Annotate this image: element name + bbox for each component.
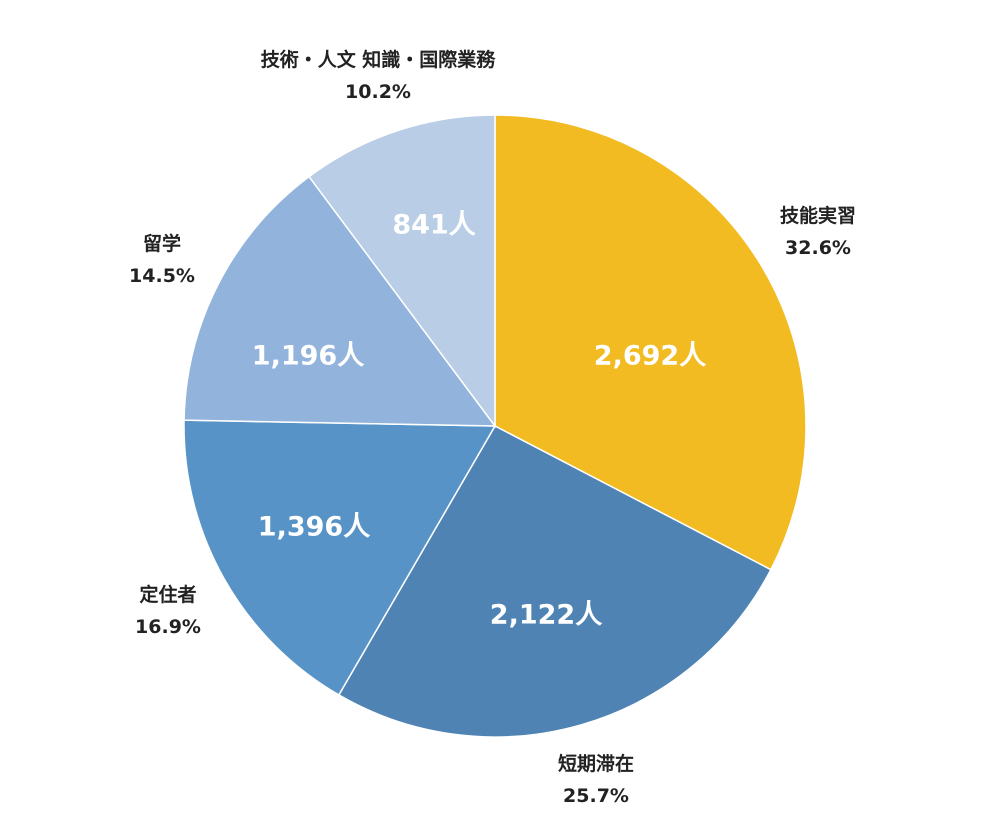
slice-percent-label: 10.2% (345, 81, 411, 103)
slice-percent-label: 32.6% (785, 237, 851, 259)
slice-value-label: 841人 (392, 210, 475, 241)
pie-slices (183, 114, 807, 738)
slice-percent-label: 25.7% (563, 785, 629, 807)
pie-slice (183, 175, 497, 427)
slice-category-label: 技能実習 (780, 204, 856, 227)
pie-value-labels: 2,692人 2,122人 1,396人 1,196人 841人 (252, 210, 706, 631)
slice-value-label: 2,122人 (490, 600, 602, 631)
slice-category-label: 定住者 (139, 583, 196, 606)
pie-slice (337, 425, 772, 738)
pie-category-labels: 技能実習 32.6% 短期滞在 25.7% 定住者 16.9% 留学 14.5% 技術・人文 知… (129, 48, 856, 807)
pie-slice (308, 114, 496, 429)
slice-category-label: 技術・人文 知識・国際業務 (261, 48, 497, 71)
slice-value-label: 1,396人 (258, 512, 370, 543)
pie-slice (494, 114, 807, 571)
slice-percent-label: 14.5% (129, 265, 195, 287)
slice-value-label: 1,196人 (252, 341, 364, 372)
slice-value-label: 2,692人 (594, 341, 706, 372)
pie-slice (183, 419, 497, 696)
slice-category-label: 短期滞在 (558, 752, 634, 775)
slice-category-label: 留学 (143, 232, 181, 255)
slice-percent-label: 16.9% (135, 616, 201, 638)
